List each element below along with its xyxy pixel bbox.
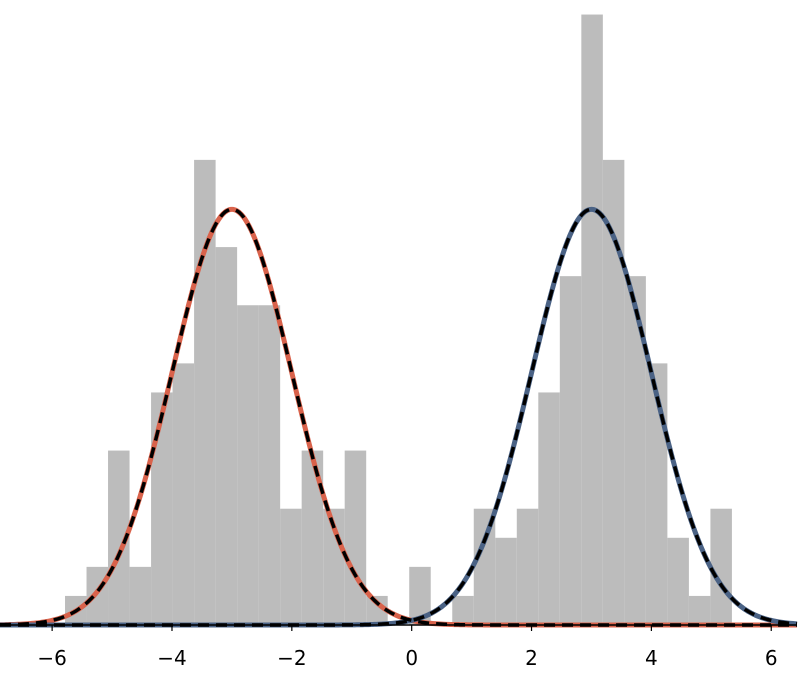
x-tick-label: 6 [765,646,778,670]
x-tick-label: 4 [645,646,658,670]
bar [452,595,474,625]
x-tick-label: 2 [525,646,538,670]
x-tick-label: −4 [157,646,186,670]
bar [344,450,367,625]
bar [409,566,431,625]
bar [366,595,388,625]
bar [301,450,324,625]
bar [108,450,130,625]
bar [624,276,646,625]
bar [559,276,582,625]
x-tick-label: 0 [405,646,418,670]
bar [667,537,689,625]
curve-overlay [0,207,797,627]
bar [129,566,152,625]
bar [581,14,603,625]
bar [538,392,560,625]
bar [688,595,711,625]
x-tick-label: −2 [277,646,306,670]
bar [237,305,259,625]
bar [194,159,216,625]
bar [258,305,281,625]
bar [172,363,195,625]
bar [645,363,668,625]
bar [215,247,238,625]
bar [473,508,496,625]
bar [151,392,173,625]
bar [495,537,517,625]
bar [710,508,732,625]
bar [280,508,302,625]
bar [86,566,109,625]
x-tick-label: −6 [37,646,66,670]
bar [602,159,625,625]
bar [516,508,539,625]
